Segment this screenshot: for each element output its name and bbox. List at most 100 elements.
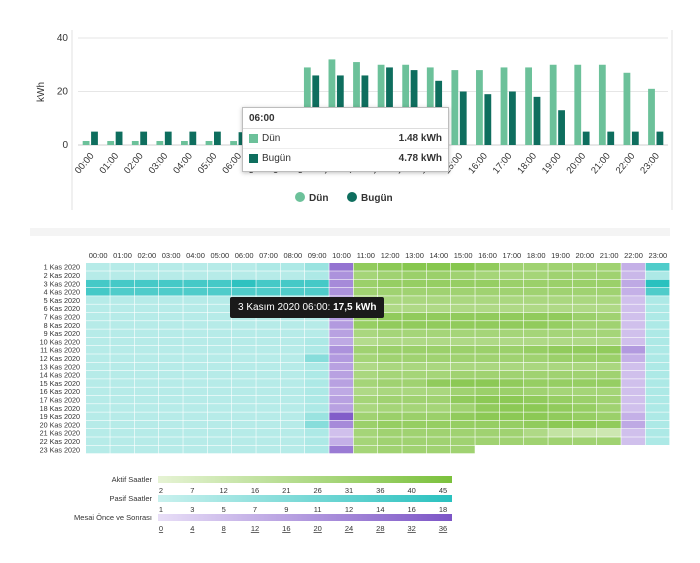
bar-bugun-1600[interactable]	[484, 94, 492, 145]
heatmap-cell[interactable]	[329, 287, 354, 296]
heatmap-cell[interactable]	[305, 279, 329, 288]
heatmap-cell[interactable]	[378, 279, 402, 288]
heatmap-cell[interactable]	[183, 329, 208, 338]
heatmap-cell[interactable]	[524, 437, 548, 445]
heatmap-cell[interactable]	[426, 296, 451, 304]
heatmap-cell[interactable]	[86, 296, 110, 304]
heatmap-cell[interactable]	[183, 437, 208, 445]
legend-label[interactable]: Bugün	[361, 193, 393, 204]
heatmap-cell[interactable]	[232, 279, 256, 288]
heatmap-cell[interactable]	[353, 362, 378, 371]
heatmap-cell[interactable]	[207, 404, 232, 412]
heatmap-cell[interactable]	[548, 370, 573, 379]
heatmap-cell[interactable]	[499, 387, 524, 396]
heatmap-cell[interactable]	[548, 296, 573, 304]
heatmap-cell[interactable]	[451, 445, 475, 454]
bar-legend[interactable]: Dün Bugün	[295, 192, 393, 204]
heatmap-cell[interactable]	[110, 329, 135, 338]
legend-marker[interactable]	[347, 192, 357, 202]
heatmap-cell[interactable]	[645, 354, 670, 362]
heatmap-cell[interactable]	[621, 379, 646, 387]
heatmap-cell[interactable]	[134, 412, 159, 421]
heatmap-cell[interactable]	[207, 429, 232, 437]
heatmap-cell[interactable]	[621, 312, 646, 321]
heatmap-cell[interactable]	[426, 337, 451, 346]
heatmap-cell[interactable]	[524, 387, 548, 396]
heatmap-cell[interactable]	[207, 395, 232, 404]
heatmap-cell[interactable]	[645, 362, 670, 371]
heatmap-cell[interactable]	[110, 412, 135, 421]
heatmap-cell[interactable]	[499, 271, 524, 279]
heatmap-cell[interactable]	[305, 437, 329, 445]
heatmap-cell[interactable]	[280, 387, 305, 396]
heatmap-cell[interactable]	[451, 404, 475, 412]
heatmap-cell[interactable]	[597, 379, 621, 387]
heatmap-cell[interactable]	[475, 404, 500, 412]
heatmap-cell[interactable]	[280, 329, 305, 338]
heatmap-cell[interactable]	[402, 337, 427, 346]
heatmap-cell[interactable]	[86, 370, 110, 379]
heatmap-cell[interactable]	[207, 329, 232, 338]
heatmap-cell[interactable]	[207, 445, 232, 454]
heatmap-cell[interactable]	[232, 321, 256, 329]
heatmap-cell[interactable]	[475, 395, 500, 404]
heatmap-cell[interactable]	[280, 337, 305, 346]
bar-dun-1500[interactable]	[451, 70, 459, 145]
heatmap-cell[interactable]	[524, 346, 548, 354]
heatmap-cell[interactable]	[134, 329, 159, 338]
heatmap-cell[interactable]	[378, 370, 402, 379]
heatmap-cell[interactable]	[499, 346, 524, 354]
heatmap-cell[interactable]	[207, 312, 232, 321]
heatmap-cell[interactable]	[280, 362, 305, 371]
heatmap-cell[interactable]	[426, 312, 451, 321]
heatmap-cell[interactable]	[402, 321, 427, 329]
heatmap-cell[interactable]	[134, 321, 159, 329]
heatmap-cell[interactable]	[232, 337, 256, 346]
heatmap-cell[interactable]	[232, 437, 256, 445]
heatmap-cell[interactable]	[402, 412, 427, 421]
heatmap-cell[interactable]	[499, 263, 524, 271]
heatmap-cell[interactable]	[183, 296, 208, 304]
heatmap-cell[interactable]	[110, 395, 135, 404]
heatmap-cell[interactable]	[134, 296, 159, 304]
heatmap-cell[interactable]	[451, 321, 475, 329]
heatmap-cell[interactable]	[597, 354, 621, 362]
heatmap-cell[interactable]	[280, 420, 305, 429]
heatmap-cell[interactable]	[426, 346, 451, 354]
heatmap-cell[interactable]	[110, 271, 135, 279]
heatmap-cell[interactable]	[645, 420, 670, 429]
heatmap-cell[interactable]	[329, 321, 354, 329]
heatmap-cell[interactable]	[134, 346, 159, 354]
heatmap-cell[interactable]	[329, 395, 354, 404]
heatmap-cell[interactable]	[86, 279, 110, 288]
heatmap-cell[interactable]	[645, 370, 670, 379]
heatmap-cell[interactable]	[134, 395, 159, 404]
heatmap-cell[interactable]	[183, 387, 208, 396]
heatmap-cell[interactable]	[110, 279, 135, 288]
heatmap-cell[interactable]	[621, 263, 646, 271]
bar-dun-1400[interactable]	[426, 67, 434, 145]
heatmap-cell[interactable]	[86, 437, 110, 445]
heatmap-cell[interactable]	[402, 445, 427, 454]
bar-dun-0000[interactable]	[82, 140, 90, 145]
heatmap-cell[interactable]	[159, 321, 183, 329]
heatmap-cell[interactable]	[572, 412, 597, 421]
heatmap-cell[interactable]	[475, 304, 500, 313]
bar-bugun-1800[interactable]	[533, 96, 541, 145]
heatmap-cell[interactable]	[426, 304, 451, 313]
heatmap-cell[interactable]	[134, 445, 159, 454]
heatmap-cell[interactable]	[183, 429, 208, 437]
heatmap-cell[interactable]	[572, 312, 597, 321]
heatmap-cell[interactable]	[305, 337, 329, 346]
heatmap-cell[interactable]	[621, 321, 646, 329]
heatmap-cell[interactable]	[524, 271, 548, 279]
heatmap-cell[interactable]	[232, 354, 256, 362]
heatmap-cell[interactable]	[183, 271, 208, 279]
heatmap-cell[interactable]	[451, 337, 475, 346]
heatmap-cell[interactable]	[183, 312, 208, 321]
heatmap-cell[interactable]	[426, 271, 451, 279]
bar-bugun-1700[interactable]	[509, 91, 516, 146]
heatmap-cell[interactable]	[475, 337, 500, 346]
heatmap-cell[interactable]	[402, 304, 427, 313]
heatmap-cell[interactable]	[426, 362, 451, 371]
